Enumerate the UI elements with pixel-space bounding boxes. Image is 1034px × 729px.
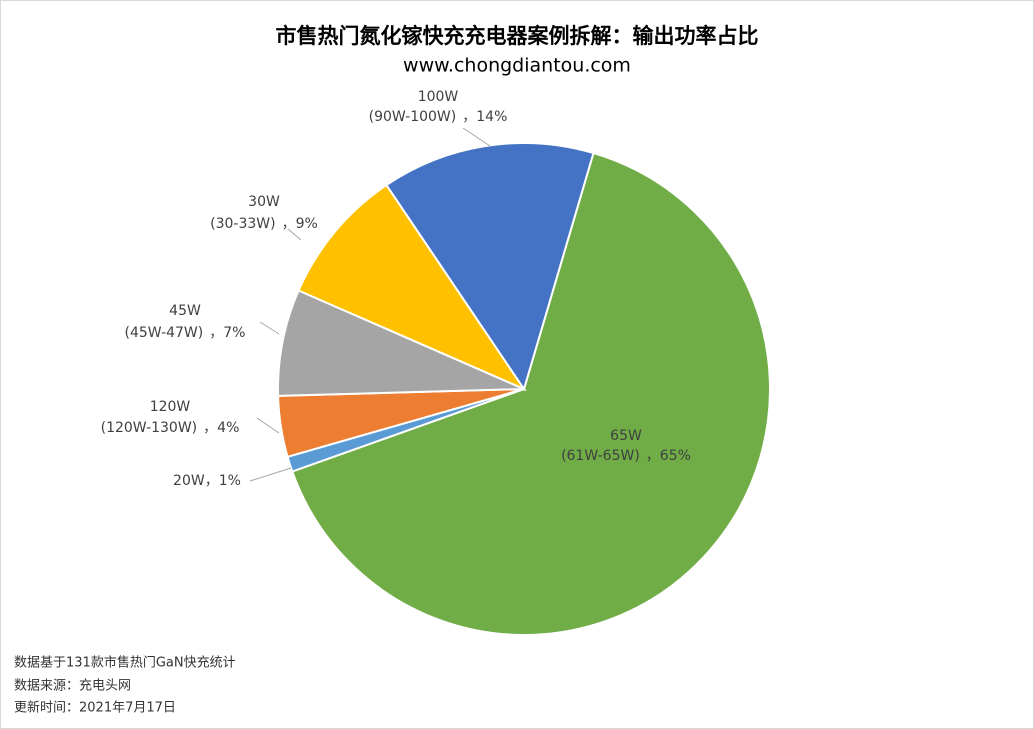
- pie-slice: [297, 183, 527, 392]
- pie-slice: [385, 142, 595, 392]
- chart-subtitle: www.chongdiantou.com: [403, 55, 631, 77]
- range-label: (120W-130W): [101, 420, 198, 436]
- slice-value-label: (45W-47W) ，7%: [125, 325, 246, 341]
- separator: ，: [203, 420, 217, 436]
- chart-title: 市售热门氮化镓快充充电器案例拆解：输出功率占比: [276, 24, 759, 48]
- value-label: 4%: [217, 420, 239, 436]
- slice-label: 20W，1%: [173, 473, 241, 489]
- value-label: 7%: [223, 325, 245, 341]
- separator: ，: [462, 109, 476, 125]
- separator: ，: [646, 448, 660, 464]
- value-label: 9%: [296, 216, 318, 232]
- leader-line: [249, 467, 292, 482]
- slice-value-label: (120W-130W) ，4%: [101, 420, 240, 436]
- slice-value-label: (61W-65W) ，65%: [561, 448, 691, 464]
- category-label: 20W: [173, 473, 205, 489]
- slice-label: 120W: [150, 399, 191, 415]
- value-label: 1%: [219, 473, 241, 489]
- separator: ，: [209, 325, 223, 341]
- leader-line: [256, 417, 280, 434]
- range-label: (61W-65W): [561, 448, 640, 464]
- range-label: (30-33W): [210, 216, 275, 232]
- leader-line: [259, 321, 280, 335]
- range-label: (45W-47W): [125, 325, 204, 341]
- slice-value-label: (90W-100W) ，14%: [369, 109, 508, 125]
- pie-slice: [277, 289, 525, 397]
- slice-label: 45W: [169, 303, 201, 319]
- range-label: (90W-100W): [369, 109, 457, 125]
- slice-value-label: (30-33W) ，9%: [210, 216, 318, 232]
- slice-label: 100W: [418, 89, 459, 105]
- footnote: 数据基于131款市售热门GaN快充统计: [14, 655, 236, 671]
- footnote: 更新时间：2021年7月17日: [14, 700, 176, 716]
- separator: ，: [282, 216, 296, 232]
- separator: ，: [205, 473, 219, 489]
- leader-line: [462, 127, 491, 147]
- slice-label: 65W: [610, 428, 642, 444]
- footnote: 数据来源：充电头网: [14, 678, 131, 694]
- slice-label: 30W: [248, 194, 280, 210]
- leader-line: [287, 228, 302, 241]
- value-label: 65%: [660, 448, 691, 464]
- pie-slice: [290, 151, 771, 636]
- value-label: 14%: [476, 109, 507, 125]
